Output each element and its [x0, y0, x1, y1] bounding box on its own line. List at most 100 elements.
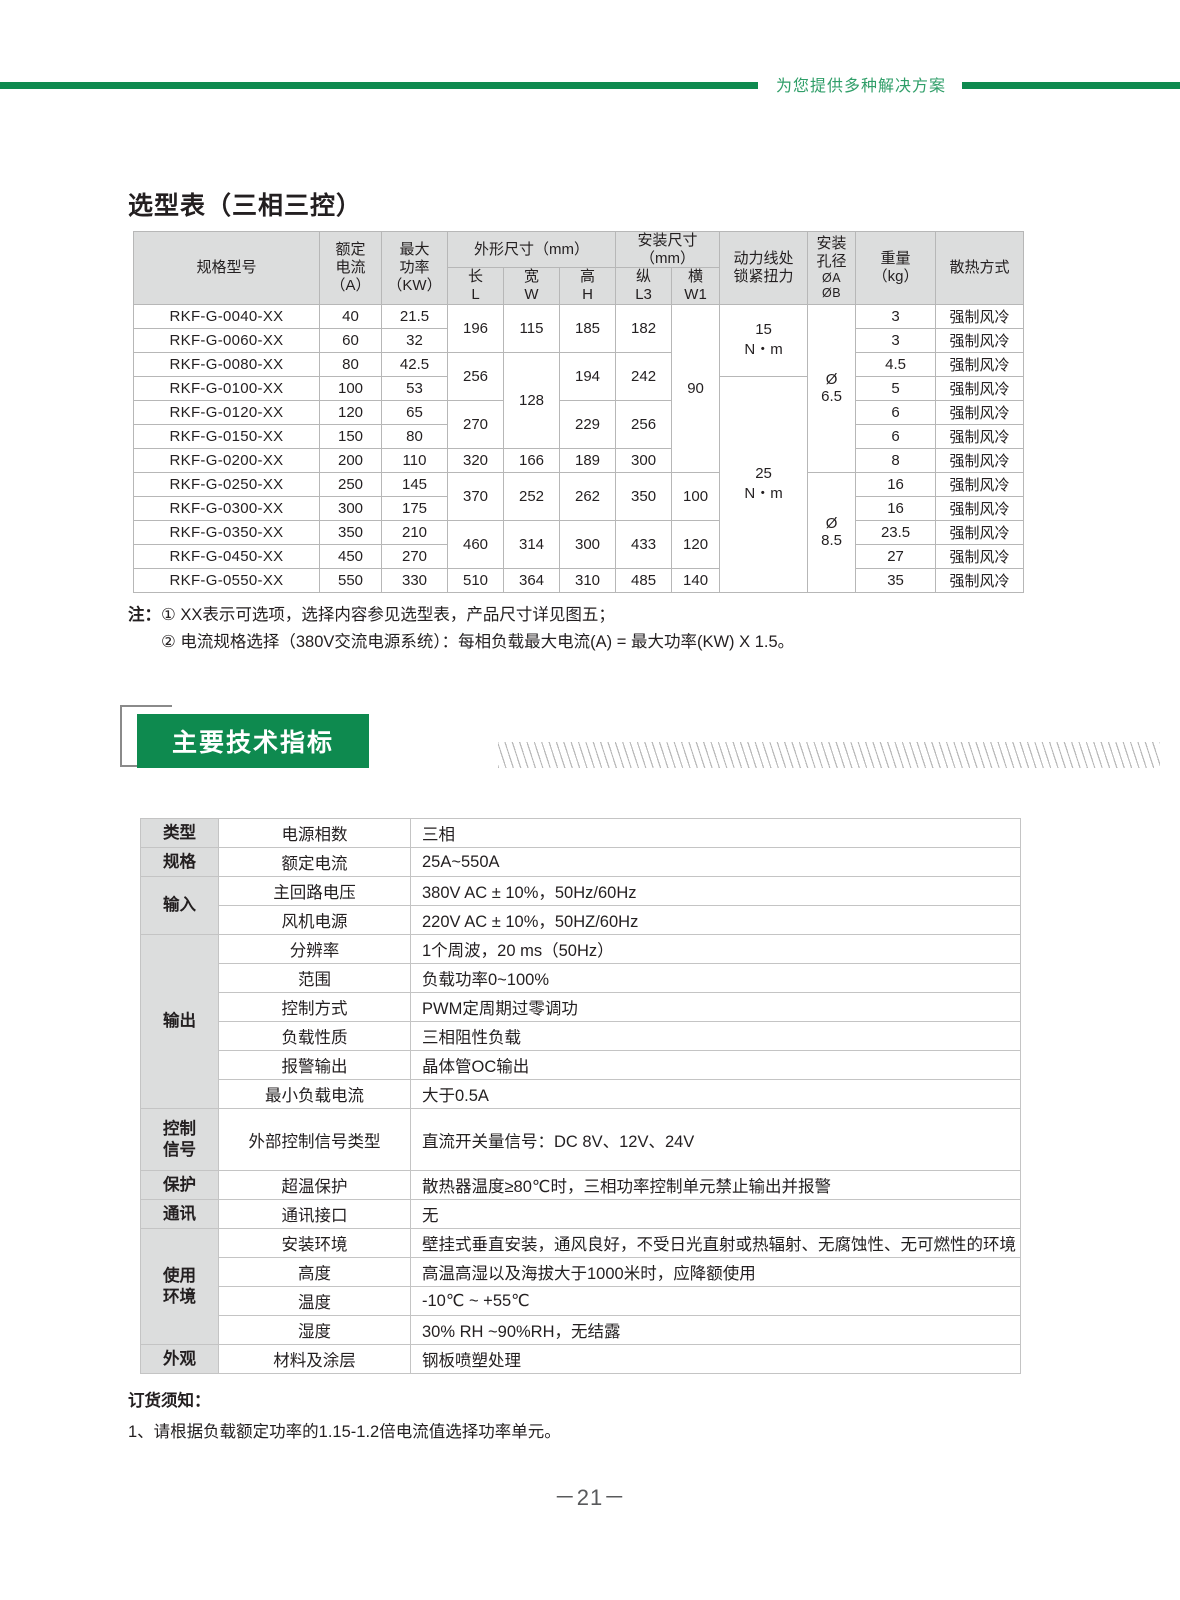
- col-header-rated-current: 额定 电流 （A）: [319, 231, 382, 305]
- spec-row: 控制 信号 外部控制信号类型 直流开关量信号：DC 8V、12V、24V: [140, 1108, 1021, 1171]
- hole-value-line1: Ø: [825, 371, 838, 389]
- header-rule-left: [0, 82, 758, 89]
- spec-key: 温度: [218, 1286, 411, 1316]
- spec-row: 类型 电源相数 三相: [140, 818, 1021, 848]
- cell-width: 166: [503, 447, 560, 473]
- cell-model: RKF-G-0250-XX: [133, 471, 320, 497]
- spec-key: 电源相数: [218, 818, 411, 848]
- hole-value-line2: 6.5: [821, 388, 842, 406]
- col-header-cooling: 散热方式: [935, 231, 1025, 305]
- spec-key: 主回路电压: [218, 876, 411, 906]
- order-notice-item-1: 1、请根据负载额定功率的1.15-1.2倍电流值选择功率单元。: [128, 1423, 561, 1442]
- tech-section-header: 主要技术指标: [120, 705, 1160, 775]
- cell-horizontal: 90: [671, 303, 721, 473]
- cell-power: 65: [381, 399, 448, 425]
- tech-spec-table-wrap: 类型 电源相数 三相 规格 额定电流 25A~550A 输入 主回路电压 380…: [140, 818, 1021, 1374]
- spec-value: 三相阻性负载: [410, 1021, 1021, 1051]
- spec-key: 最小负载电流: [218, 1079, 411, 1109]
- col-header-vertical: 纵 L3: [615, 267, 673, 305]
- cell-cooling: 强制风冷: [935, 375, 1025, 401]
- cell-cooling: 强制风冷: [935, 303, 1025, 329]
- control-signal-line1: 控制: [163, 1119, 196, 1138]
- table-row: RKF-G-0120-XX 120 65 270 229 256 6 强制风冷: [133, 399, 1025, 449]
- hole-line4: ØB: [822, 285, 842, 300]
- spec-key: 材料及涂层: [218, 1344, 411, 1374]
- cell-model: RKF-G-0080-XX: [133, 351, 320, 377]
- cell-cooling: 强制风冷: [935, 495, 1025, 521]
- hgt-line2: H: [582, 286, 593, 304]
- spec-group-appearance: 外观: [140, 1344, 219, 1374]
- cell-width: 364: [503, 567, 560, 593]
- environment-line2: 环境: [163, 1287, 196, 1306]
- spec-key: 风机电源: [218, 905, 411, 935]
- spec-row: 范围 负载功率0~100%: [141, 963, 1021, 993]
- selection-table-wrap: 规格型号 额定 电流 （A） 最大 功率 （KW） 外形尺寸（mm） 安装尺寸 …: [133, 230, 1025, 593]
- spec-value: 壁挂式垂直安装，通风良好，不受日光直射或热辐射、无腐蚀性、无可燃性的环境: [410, 1228, 1021, 1258]
- spec-key: 超温保护: [218, 1170, 411, 1200]
- order-notice-title: 订货须知：: [128, 1392, 211, 1410]
- spec-row: 外观 材料及涂层 钢板喷塑处理: [140, 1344, 1021, 1374]
- cell-power: 145: [381, 471, 448, 497]
- order-notice: 订货须知： 1、请根据负载额定功率的1.15-1.2倍电流值选择功率单元。: [128, 1386, 561, 1449]
- table-row: RKF-G-0200-XX 200 110 320 166 189 300 8 …: [133, 447, 1025, 473]
- spec-row: 湿度 30% RH ~90%RH，无结露: [141, 1315, 1021, 1345]
- cell-current: 350: [319, 519, 382, 545]
- cell-vertical: 182: [615, 303, 673, 353]
- cell-height: 185: [558, 303, 617, 353]
- horz-line2: W1: [684, 286, 707, 304]
- max-power-line1: 最大: [399, 241, 430, 259]
- cell-current: 60: [319, 327, 382, 353]
- col-header-outline-dims: 外形尺寸（mm）: [446, 230, 617, 269]
- environment-line1: 使用: [163, 1266, 196, 1285]
- wid-line2: W: [524, 286, 539, 304]
- cell-model: RKF-G-0300-XX: [133, 495, 320, 521]
- spec-value: 220V AC ± 10%，50HZ/60Hz: [410, 905, 1021, 935]
- col-header-height: 高 H: [558, 267, 617, 305]
- cell-horizontal: 100: [671, 471, 721, 521]
- len-line2: L: [471, 286, 480, 304]
- cell-power: 110: [381, 447, 448, 473]
- spec-row: 通讯 通讯接口 无: [140, 1199, 1021, 1229]
- cell-current: 40: [319, 303, 382, 329]
- col-header-torque: 动力线处 锁紧扭力: [719, 231, 809, 305]
- rated-current-line3: （A）: [330, 276, 371, 294]
- spec-group-output: 输出: [140, 934, 219, 1109]
- spec-row: 风机电源 220V AC ± 10%，50HZ/60Hz: [141, 905, 1021, 935]
- spec-value: PWM定周期过零调功: [410, 992, 1021, 1022]
- cell-weight: 16: [855, 471, 937, 497]
- torque-value-line2: N・m: [744, 341, 783, 359]
- notes-text-1: ① XX表示可选项，选择内容参见选型表，产品尺寸详见图五；: [161, 606, 615, 624]
- cell-model: RKF-G-0100-XX: [133, 375, 320, 401]
- cell-length: 510: [447, 567, 504, 593]
- header-rule-right: [962, 82, 1180, 89]
- cell-vertical: 256: [615, 399, 673, 449]
- spec-key: 控制方式: [218, 992, 411, 1022]
- spec-value: 380V AC ± 10%，50Hz/60Hz: [410, 876, 1021, 906]
- spec-row: 报警输出 晶体管OC输出: [141, 1050, 1021, 1080]
- cell-current: 120: [319, 399, 382, 425]
- cell-weight: 4.5: [855, 351, 937, 377]
- cell-model: RKF-G-0040-XX: [133, 303, 320, 329]
- hole-line1: 安装: [816, 235, 847, 253]
- cell-power: 42.5: [381, 351, 448, 377]
- spec-key: 高度: [218, 1257, 411, 1287]
- tech-section-title: 主要技术指标: [137, 714, 369, 768]
- weight-line1: 重量: [880, 250, 911, 268]
- tech-spec-table: 类型 电源相数 三相 规格 额定电流 25A~550A 输入 主回路电压 380…: [140, 818, 1021, 1374]
- col-header-mounting-dims: 安装尺寸 （mm）: [615, 230, 721, 269]
- wid-line1: 宽: [523, 268, 539, 286]
- cell-current: 250: [319, 471, 382, 497]
- cell-current: 100: [319, 375, 382, 401]
- selection-header-row-1: 规格型号 额定 电流 （A） 最大 功率 （KW） 外形尺寸（mm） 安装尺寸 …: [133, 230, 1025, 305]
- header-slogan: 为您提供多种解决方案: [775, 76, 946, 95]
- cell-cooling: 强制风冷: [935, 447, 1025, 473]
- hole-line3: ØA: [822, 270, 842, 285]
- cell-weight: 5: [855, 375, 937, 401]
- notes-line-2: ② 电流规格选择（380V交流电源系统）：每相负载最大电流(A) = 最大功率(…: [161, 633, 795, 652]
- spec-group-control-signal: 控制 信号: [140, 1108, 219, 1171]
- spec-key: 外部控制信号类型: [218, 1108, 411, 1171]
- spec-value: 晶体管OC输出: [410, 1050, 1021, 1080]
- spec-key: 分辨率: [218, 934, 411, 964]
- cell-height: 229: [558, 399, 617, 449]
- cell-power: 32: [381, 327, 448, 353]
